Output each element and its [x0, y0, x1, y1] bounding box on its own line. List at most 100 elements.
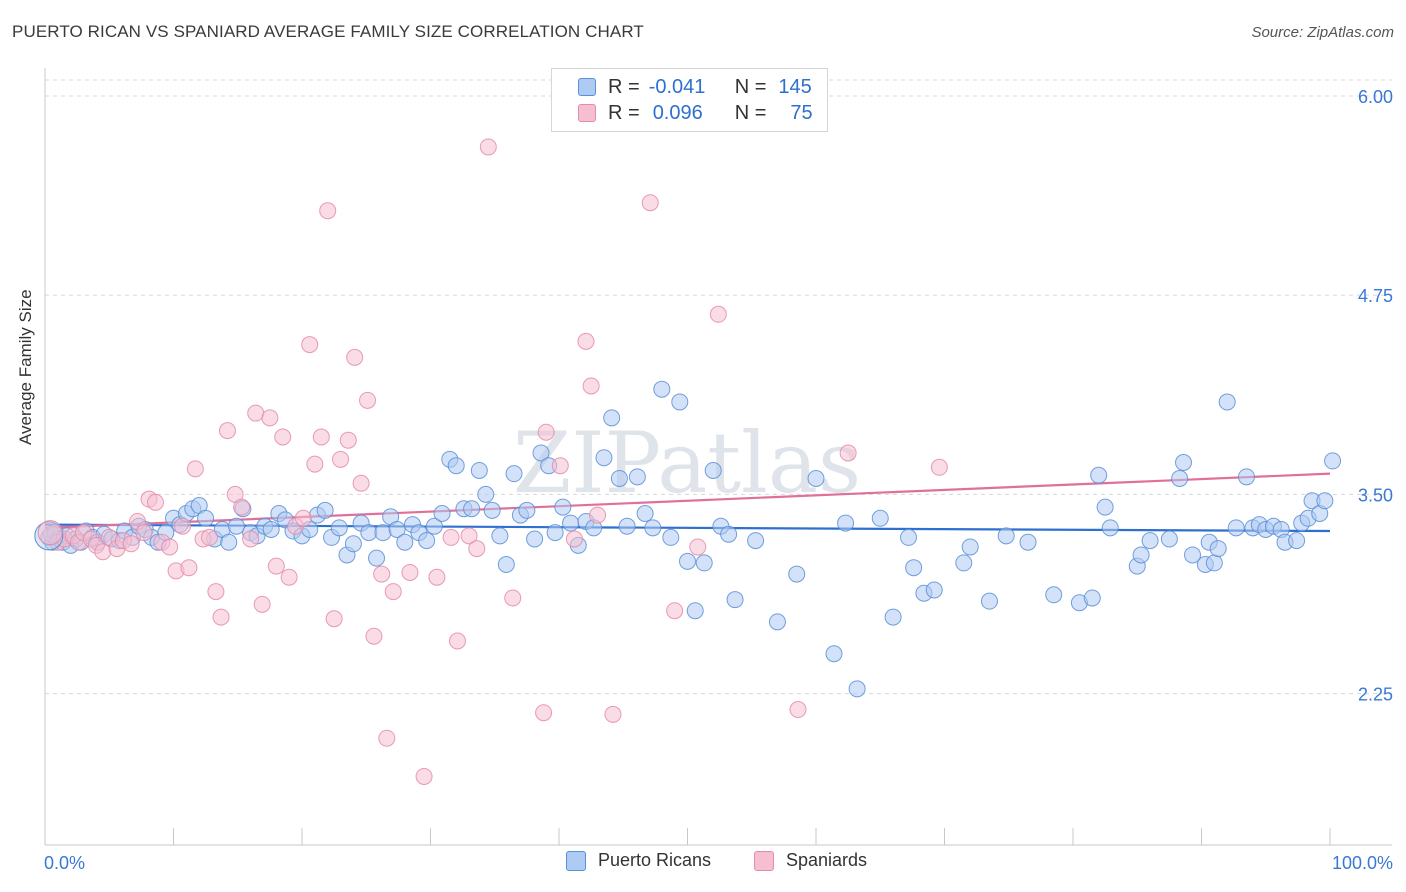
puerto-rican-point — [1083, 589, 1101, 607]
spaniard-point — [582, 377, 600, 395]
spaniard-point — [535, 704, 553, 722]
spaniard-point — [448, 632, 466, 650]
series-legend: Puerto Ricans Spaniards — [0, 850, 1406, 878]
spaniard-point — [319, 202, 337, 220]
puerto-rican-point — [374, 524, 392, 542]
spaniard-point — [135, 524, 153, 542]
spaniard-point — [577, 332, 595, 350]
spaniard-trend-line — [44, 472, 1331, 529]
axes — [44, 68, 1392, 846]
spaniard-point — [122, 535, 140, 553]
puerto-rican-point — [532, 444, 550, 462]
spaniard-point — [401, 563, 419, 581]
spaniard-point — [365, 627, 383, 645]
puerto-rican-point — [388, 520, 406, 538]
tick-labels: 2.25 3.50 4.75 6.00 0.0% 100.0% — [44, 87, 1393, 873]
spaniard-point — [274, 428, 292, 446]
spaniard-point — [332, 450, 350, 468]
puerto-rican-point — [1288, 532, 1306, 550]
spaniard-point — [207, 583, 225, 601]
puerto-rican-point — [1218, 393, 1236, 411]
legend-row-spaniards: R = 0.096 N = 75 — [578, 100, 813, 126]
puerto-rican-point — [871, 509, 889, 527]
y-tick-label: 3.50 — [1358, 485, 1393, 505]
puerto-rican-point — [505, 465, 523, 483]
series-legend-puerto-ricans[interactable]: Puerto Ricans — [566, 850, 711, 871]
spaniard-point — [442, 528, 460, 546]
spaniard-point — [352, 474, 370, 492]
spaniard-point — [173, 517, 191, 535]
spaniard-point — [94, 543, 112, 561]
puerto-rican-point — [955, 554, 973, 572]
spaniard-point — [460, 527, 478, 545]
puerto-rican-point — [1237, 468, 1255, 486]
puerto-rican-point — [227, 517, 245, 535]
puerto-rican-point — [603, 409, 621, 427]
spaniard-point — [415, 767, 433, 785]
puerto-rican-point — [1175, 454, 1193, 471]
puerto-rican-point — [671, 393, 689, 411]
spaniard-point — [641, 194, 659, 212]
spaniard-point — [479, 138, 497, 156]
legend-n-label: N = — [734, 75, 767, 98]
puerto-rican-point — [546, 524, 564, 542]
series-swatch-pink — [754, 850, 774, 871]
puerto-rican-point — [491, 527, 509, 545]
spaniard-point — [604, 705, 622, 723]
puerto-rican-point — [686, 602, 704, 620]
puerto-rican-point — [360, 524, 378, 542]
puerto-rican-point — [220, 533, 238, 551]
puerto-rican-point — [344, 535, 362, 553]
puerto-rican-point — [1324, 452, 1342, 470]
puerto-rican-point — [720, 525, 738, 543]
spaniard-point — [930, 458, 948, 476]
puerto-rican-point — [1101, 519, 1119, 537]
puerto-rican-point — [1090, 466, 1108, 484]
legend-n-value: 145 — [778, 75, 812, 98]
spaniard-point — [233, 498, 251, 516]
puerto-rican-point — [628, 468, 646, 486]
puerto-rican-point — [695, 554, 713, 572]
spaniard-point — [468, 540, 486, 558]
legend-n-value: 75 — [790, 101, 813, 124]
spaniard-point — [378, 729, 396, 747]
puerto-rican-point — [618, 517, 636, 535]
puerto-rican-point — [747, 532, 765, 550]
spaniard-point — [242, 530, 260, 548]
spaniard-point — [218, 422, 236, 440]
spaniard-point — [689, 538, 707, 556]
stats-legend: R = -0.041 N = 145 R = 0.096 N = 75 — [551, 68, 828, 132]
spaniard-point — [180, 559, 198, 577]
spaniard-point — [565, 530, 583, 548]
puerto-rican-point — [610, 469, 628, 487]
spaniard-point — [789, 701, 807, 719]
data-points — [34, 138, 1342, 785]
puerto-rican-point — [562, 514, 580, 532]
puerto-rican-point — [1184, 546, 1202, 564]
puerto-rican-point — [425, 517, 443, 535]
puerto-rican-point — [316, 501, 334, 519]
spaniard-point — [346, 348, 364, 366]
puerto-rican-point — [330, 519, 348, 537]
puerto-rican-point — [1227, 519, 1245, 537]
spaniard-point — [504, 589, 522, 607]
source-credit: Source: ZipAtlas.com — [1251, 24, 1394, 41]
spaniard-point — [306, 455, 324, 473]
series-swatch-blue — [566, 850, 586, 871]
spaniard-point — [428, 568, 446, 586]
puerto-rican-point — [1205, 554, 1223, 572]
spaniard-point — [161, 538, 179, 556]
puerto-rican-point — [447, 457, 465, 475]
spaniard-point — [186, 460, 204, 478]
puerto-rican-point — [497, 556, 515, 573]
x-tick-label: 100.0% — [1332, 853, 1393, 873]
spaniard-point — [551, 457, 569, 475]
puerto-rican-point — [518, 501, 536, 519]
puerto-rican-point — [1045, 586, 1063, 604]
puerto-rican-point — [595, 449, 613, 467]
spaniard-point — [359, 391, 377, 409]
series-legend-spaniards[interactable]: Spaniards — [754, 850, 867, 871]
puerto-rican-point — [1132, 546, 1150, 564]
puerto-rican-point — [662, 528, 680, 546]
puerto-rican-point — [483, 501, 501, 519]
